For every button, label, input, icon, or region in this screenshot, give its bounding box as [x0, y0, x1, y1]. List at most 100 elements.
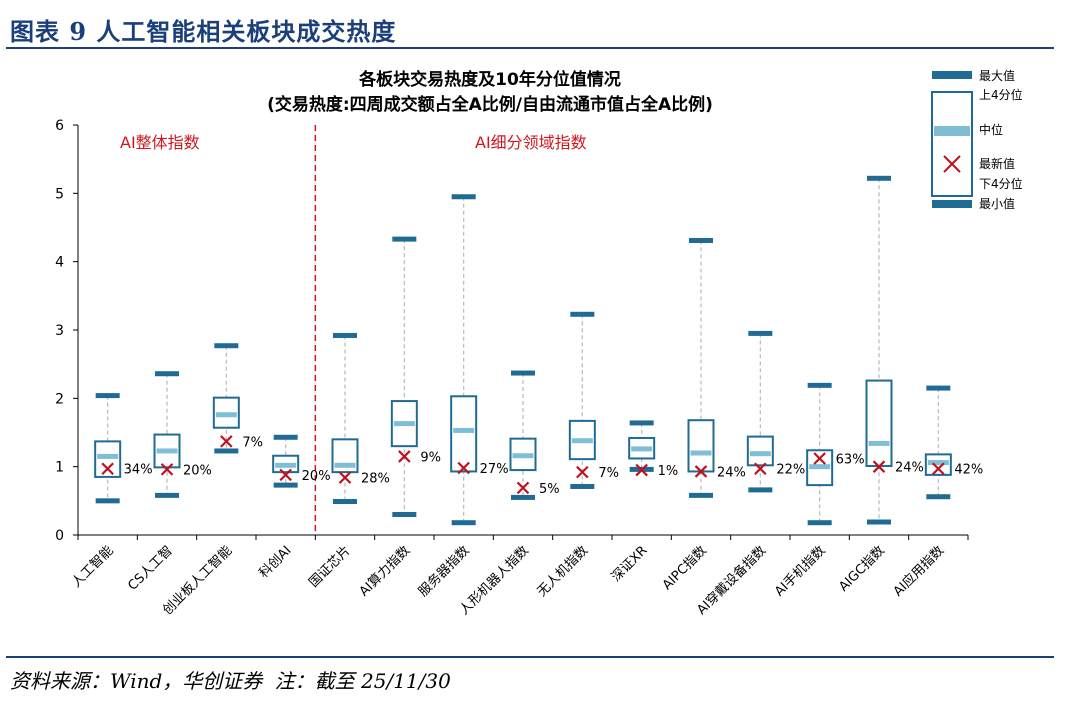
chart-subtitle: (交易热度:四周成交额占全A比例/自由流通市值占全A比例)	[267, 94, 713, 115]
median-bar	[215, 412, 237, 418]
footer: 资料来源：Wind，华创证券 注：截至 25/11/30	[10, 665, 457, 694]
max-cap	[807, 382, 832, 388]
header-rule	[6, 47, 1054, 49]
median-bar	[631, 446, 653, 452]
latest-marker	[160, 463, 174, 476]
figure-title: 图表 9 人工智能相关板块成交热度	[10, 17, 397, 46]
legend-box-swatch	[931, 91, 973, 197]
category-label: AI应用指数	[890, 543, 947, 600]
percentile-label: 7%	[242, 435, 263, 450]
max-cap	[629, 420, 654, 426]
iqr-box	[746, 435, 774, 467]
note-text: 注：截至 25/11/30	[274, 669, 451, 693]
median-bar	[97, 453, 119, 459]
median-bar	[749, 451, 771, 457]
legend-median-label: 中位	[979, 122, 1003, 137]
category-label: 深证XR	[609, 543, 651, 585]
percentile-label: 63%	[836, 452, 865, 467]
latest-marker	[457, 461, 470, 475]
category-label: 服务器指数	[415, 543, 472, 600]
min-cap	[748, 487, 773, 493]
percentile-label: 42%	[954, 463, 983, 478]
percentile-label: 9%	[420, 450, 441, 465]
source-text: 资料来源：Wind，华创证券	[10, 669, 263, 693]
category-label: 无人机指数	[535, 543, 592, 600]
percentile-label: 5%	[539, 482, 560, 497]
category-label: AI算力指数	[357, 543, 413, 599]
latest-marker	[516, 481, 530, 495]
latest-marker	[872, 460, 886, 473]
median-bar	[275, 462, 297, 468]
median-bar	[453, 427, 475, 433]
latest-marker	[398, 450, 411, 463]
median-bar	[690, 450, 712, 456]
category-label: 人工智能	[69, 543, 116, 590]
max-cap	[214, 343, 239, 349]
category-label: CS人工智	[125, 543, 175, 593]
percentile-label: 27%	[480, 462, 509, 477]
category-label: 国证芯片	[306, 543, 353, 590]
iqr-box	[450, 395, 478, 473]
latest-marker	[694, 465, 708, 478]
min-cap	[926, 494, 951, 500]
latest-marker	[101, 462, 114, 475]
max-cap	[392, 236, 417, 242]
min-cap	[867, 519, 891, 525]
percentile-label: 28%	[361, 472, 390, 487]
max-cap	[155, 371, 179, 377]
min-cap	[451, 520, 476, 526]
legend-q3-label: 上4分位	[979, 87, 1023, 102]
max-cap	[95, 393, 120, 399]
iqr-box	[865, 379, 893, 467]
min-cap	[214, 448, 239, 454]
percentile-label: 7%	[598, 466, 619, 481]
min-cap	[689, 492, 713, 498]
group-label-ai-segments: AI细分领域指数	[475, 133, 587, 152]
legend-median-swatch	[934, 126, 970, 136]
latest-marker	[635, 463, 648, 477]
legend-latest-marker	[943, 155, 961, 173]
legend-min-label: 最小值	[979, 196, 1015, 211]
category-label: 科创AI	[256, 543, 294, 581]
min-cap	[95, 498, 120, 504]
legend-max-label: 最大值	[979, 68, 1015, 83]
max-cap	[926, 385, 951, 391]
y-tick-label: 0	[55, 528, 64, 544]
min-cap	[333, 499, 357, 505]
max-cap	[689, 237, 713, 243]
legend-q1-label: 下4分位	[979, 176, 1023, 191]
median-bar	[571, 438, 593, 444]
min-cap	[511, 494, 535, 500]
percentile-label: 20%	[302, 469, 331, 484]
min-cap	[273, 482, 298, 488]
latest-marker	[338, 471, 352, 484]
percentile-label: 20%	[183, 463, 212, 478]
iqr-box	[687, 419, 715, 473]
category-label: AIPC指数	[660, 543, 710, 593]
latest-marker	[754, 462, 767, 475]
latest-marker	[813, 452, 826, 465]
median-bar	[927, 460, 949, 466]
max-cap	[511, 370, 535, 376]
max-cap	[748, 330, 773, 336]
iqr-box	[94, 440, 122, 478]
median-bar	[156, 448, 178, 454]
latest-marker	[576, 465, 589, 479]
max-cap	[451, 194, 476, 200]
category-label: AIGC指数	[836, 543, 888, 595]
min-cap	[155, 492, 179, 498]
group-label-ai-overall: AI整体指数	[120, 133, 200, 152]
y-tick-label: 3	[55, 323, 64, 339]
y-tick-label: 4	[55, 255, 64, 271]
y-tick-label: 6	[55, 118, 64, 134]
percentile-label: 1%	[658, 464, 679, 479]
latest-marker	[279, 468, 292, 482]
median-bar	[809, 464, 831, 470]
y-tick-label: 5	[55, 186, 64, 202]
percentile-label: 24%	[717, 465, 746, 480]
max-cap	[867, 175, 891, 181]
y-tick-label: 2	[55, 391, 64, 407]
footer-rule	[6, 656, 1054, 658]
percentile-label: 22%	[776, 463, 805, 478]
